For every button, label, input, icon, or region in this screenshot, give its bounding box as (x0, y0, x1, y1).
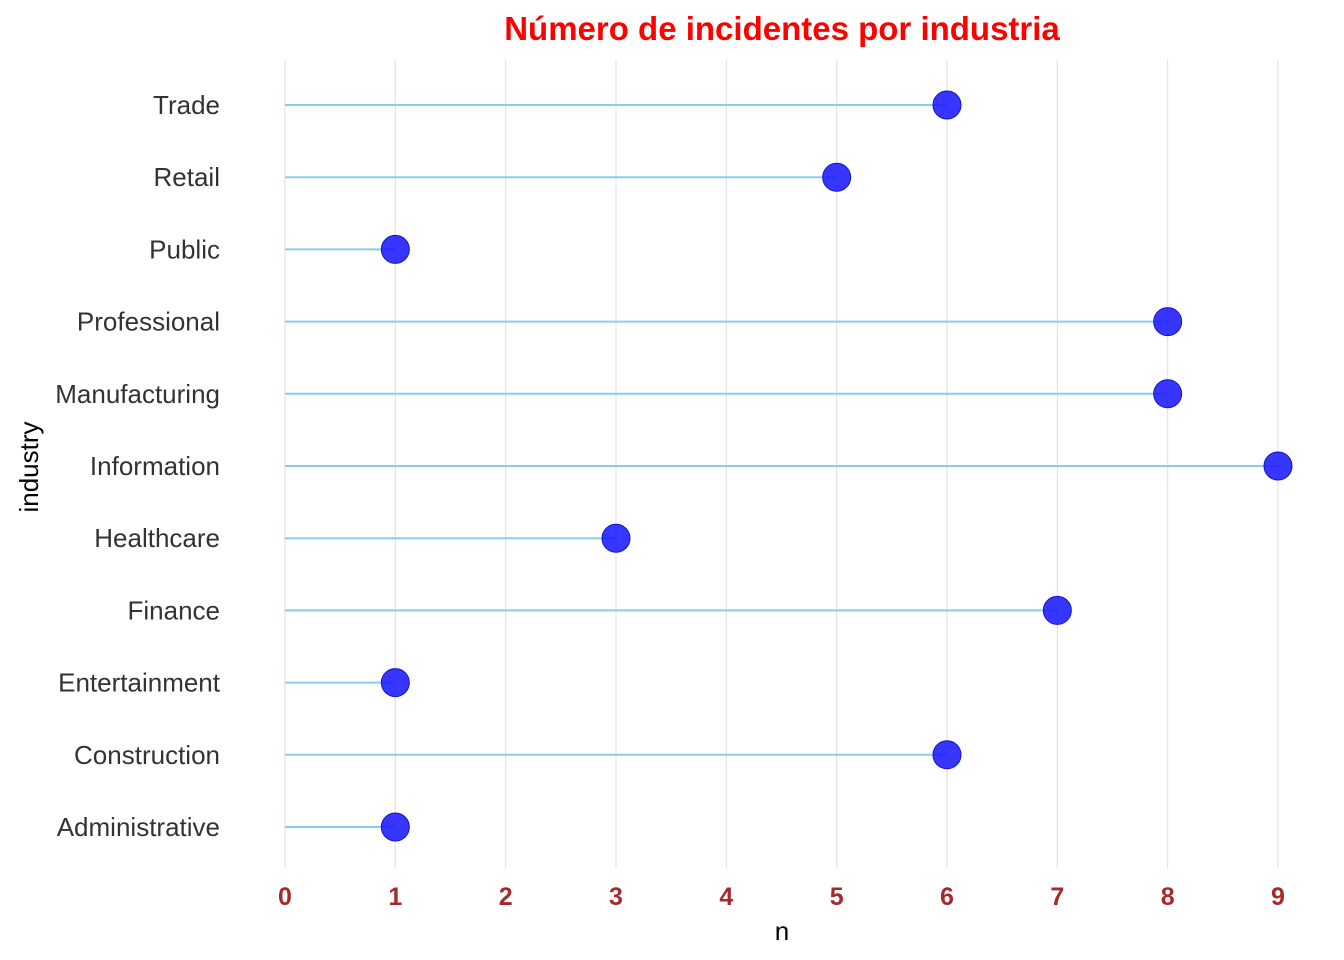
point-manufacturing (1153, 379, 1183, 409)
points (380, 90, 1293, 842)
x-tick-label-3: 3 (609, 883, 623, 911)
point-construction (932, 740, 962, 770)
x-tick-label-0: 0 (278, 883, 292, 911)
point-healthcare (601, 523, 631, 553)
point-professional (1153, 307, 1183, 337)
category-labels: Administrative Construction Entertainment F… (55, 90, 221, 842)
point-entertainment (380, 668, 410, 698)
category-label-manufacturing: Manufacturing (55, 379, 220, 409)
point-retail (822, 162, 852, 192)
x-axis-title: n (775, 916, 789, 946)
x-tick-label-7: 7 (1050, 883, 1064, 911)
x-tick-labels: 0 1 2 3 4 5 6 7 8 9 (278, 883, 1285, 911)
category-label-information: Information (90, 451, 220, 481)
category-label-construction: Construction (74, 740, 220, 770)
category-label-healthcare: Healthcare (94, 523, 220, 553)
y-axis-title: industry (14, 421, 44, 512)
x-tick-label-5: 5 (830, 883, 844, 911)
category-label-finance: Finance (128, 595, 221, 625)
x-tick-label-1: 1 (388, 883, 402, 911)
x-tick-label-9: 9 (1271, 883, 1285, 911)
chart-title: Número de incidentes por industria (504, 10, 1060, 47)
category-label-administrative: Administrative (57, 812, 220, 842)
category-label-entertainment: Entertainment (58, 668, 221, 698)
category-label-retail: Retail (154, 162, 220, 192)
x-tick-label-4: 4 (719, 883, 733, 911)
x-tick-label-8: 8 (1161, 883, 1175, 911)
x-tick-label-2: 2 (499, 883, 513, 911)
category-label-trade: Trade (153, 90, 220, 120)
x-tick-label-6: 6 (940, 883, 954, 911)
point-administrative (380, 812, 410, 842)
point-trade (932, 90, 962, 120)
point-information (1263, 451, 1293, 481)
grid-lines (284, 60, 1279, 868)
category-label-professional: Professional (77, 307, 220, 337)
stems (285, 104, 1278, 828)
point-public (380, 234, 410, 264)
point-finance (1042, 595, 1072, 625)
category-label-public: Public (149, 234, 220, 264)
